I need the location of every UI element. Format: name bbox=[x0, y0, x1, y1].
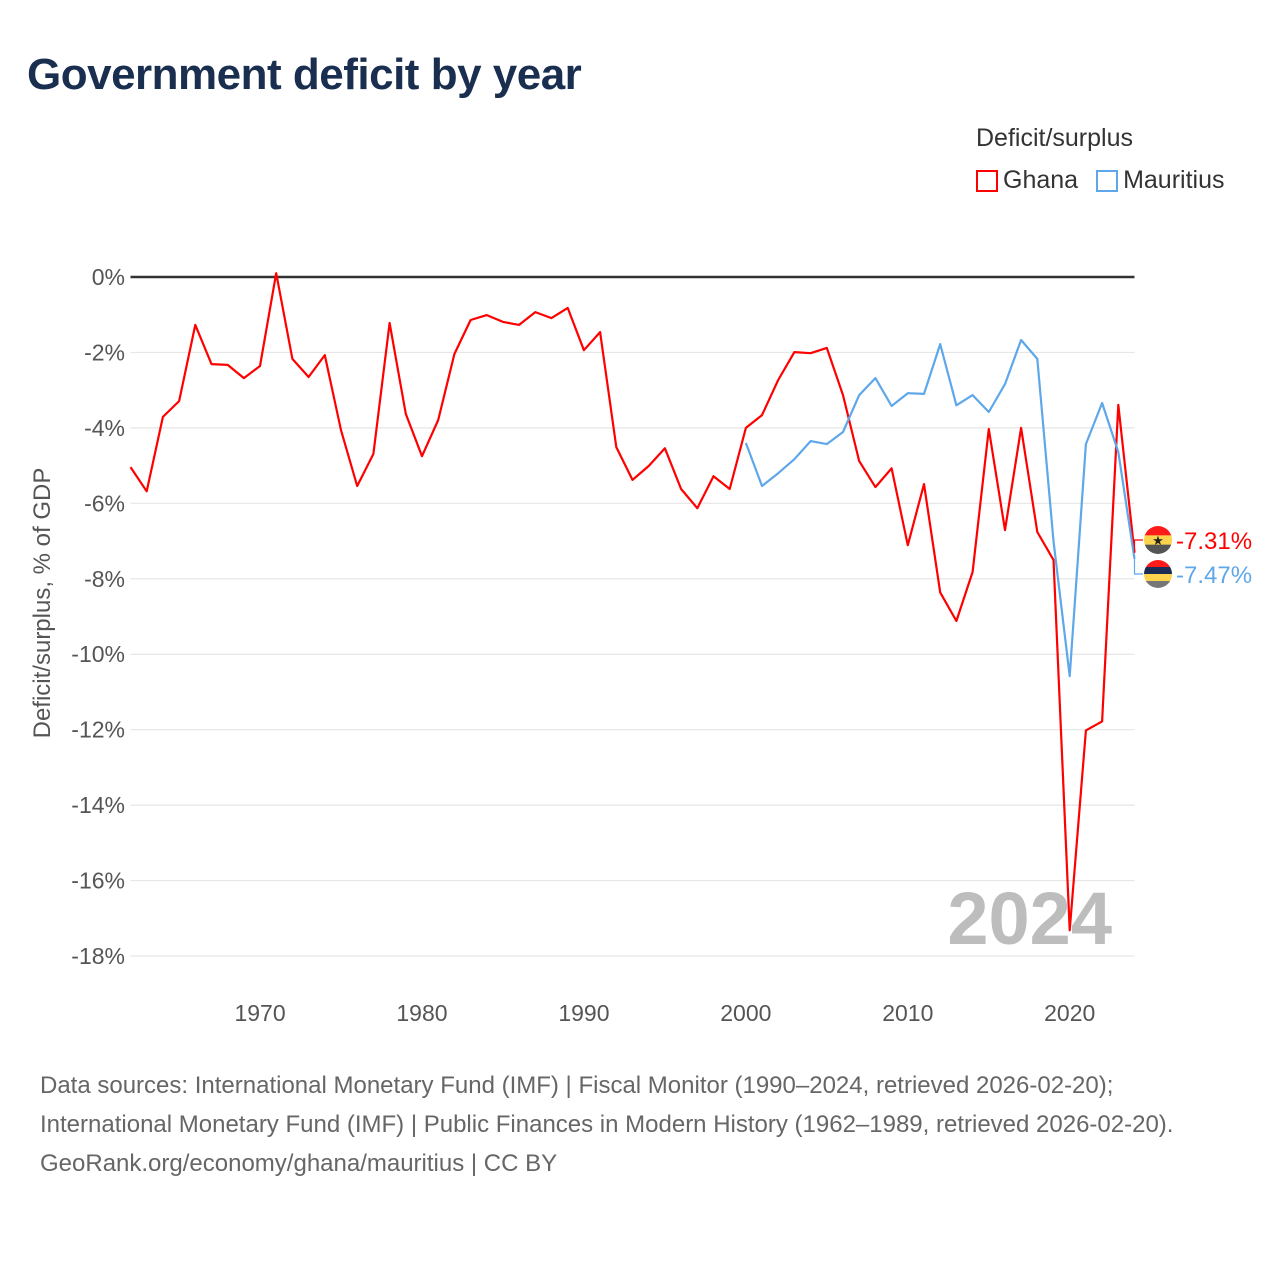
legend-label: Ghana bbox=[1003, 166, 1079, 194]
x-tick-label: 1990 bbox=[558, 1000, 609, 1026]
y-axis-label: Deficit/surplus, % of GDP bbox=[29, 468, 56, 739]
credit-link[interactable]: GeoRank.org/economy/ghana/mauritius | CC… bbox=[40, 1150, 558, 1177]
y-tick-label: -12% bbox=[71, 717, 125, 743]
legend-label: Mauritius bbox=[1123, 166, 1225, 194]
y-tick-label: -16% bbox=[71, 868, 125, 894]
x-tick-label: 1980 bbox=[396, 1000, 447, 1026]
leader-line-mauritius bbox=[1133, 558, 1143, 575]
legend-swatch-mauritius bbox=[1096, 169, 1119, 192]
x-tick-label: 1970 bbox=[234, 1000, 285, 1026]
data-sources: Data sources: International Monetary Fun… bbox=[40, 1072, 1174, 1138]
legend: Ghana Mauritius bbox=[976, 166, 1224, 195]
flag-stripe bbox=[1144, 574, 1172, 582]
flag-stripe bbox=[1144, 544, 1172, 554]
y-tick-label: -18% bbox=[71, 943, 125, 969]
flag-stripe bbox=[1144, 581, 1172, 588]
y-tick-label: -2% bbox=[84, 339, 125, 365]
flag-icon-mauritius bbox=[1144, 560, 1172, 588]
end-label-ghana: -7.31% bbox=[1176, 528, 1252, 555]
y-tick-label: -14% bbox=[71, 792, 125, 818]
x-tick-label: 2020 bbox=[1044, 1000, 1095, 1026]
series-line-mauritius bbox=[744, 338, 1136, 678]
y-tick-label: -6% bbox=[84, 490, 125, 516]
y-tick-label: 0% bbox=[92, 264, 125, 290]
flag-stripe bbox=[1144, 526, 1172, 536]
footer: Data sources: International Monetary Fun… bbox=[40, 1066, 1240, 1183]
legend-title: Deficit/surplus bbox=[976, 124, 1133, 152]
flag-stripe bbox=[1144, 535, 1172, 546]
end-label-mauritius: -7.47% bbox=[1176, 562, 1252, 589]
flag-stripe bbox=[1144, 560, 1172, 568]
legend-swatch-ghana bbox=[976, 169, 998, 192]
flag-star-icon: ★ bbox=[1152, 533, 1164, 548]
y-tick-label: -10% bbox=[71, 641, 125, 667]
watermark-year: 2024 bbox=[947, 877, 1112, 960]
y-tick-label: -8% bbox=[84, 566, 125, 592]
page-title: Government deficit by year bbox=[27, 50, 582, 99]
flag-stripe bbox=[1144, 567, 1172, 575]
series-line-ghana bbox=[129, 272, 1136, 932]
legend-item-ghana[interactable]: Ghana bbox=[976, 166, 1078, 195]
legend-item-mauritius[interactable]: Mauritius bbox=[1096, 166, 1224, 195]
flag-icon-ghana: ★ bbox=[1144, 526, 1172, 554]
y-tick-label: -4% bbox=[84, 415, 125, 441]
x-tick-label: 2010 bbox=[882, 1000, 933, 1026]
x-tick-label: 2000 bbox=[720, 1000, 771, 1026]
leader-line-ghana bbox=[1133, 539, 1143, 553]
